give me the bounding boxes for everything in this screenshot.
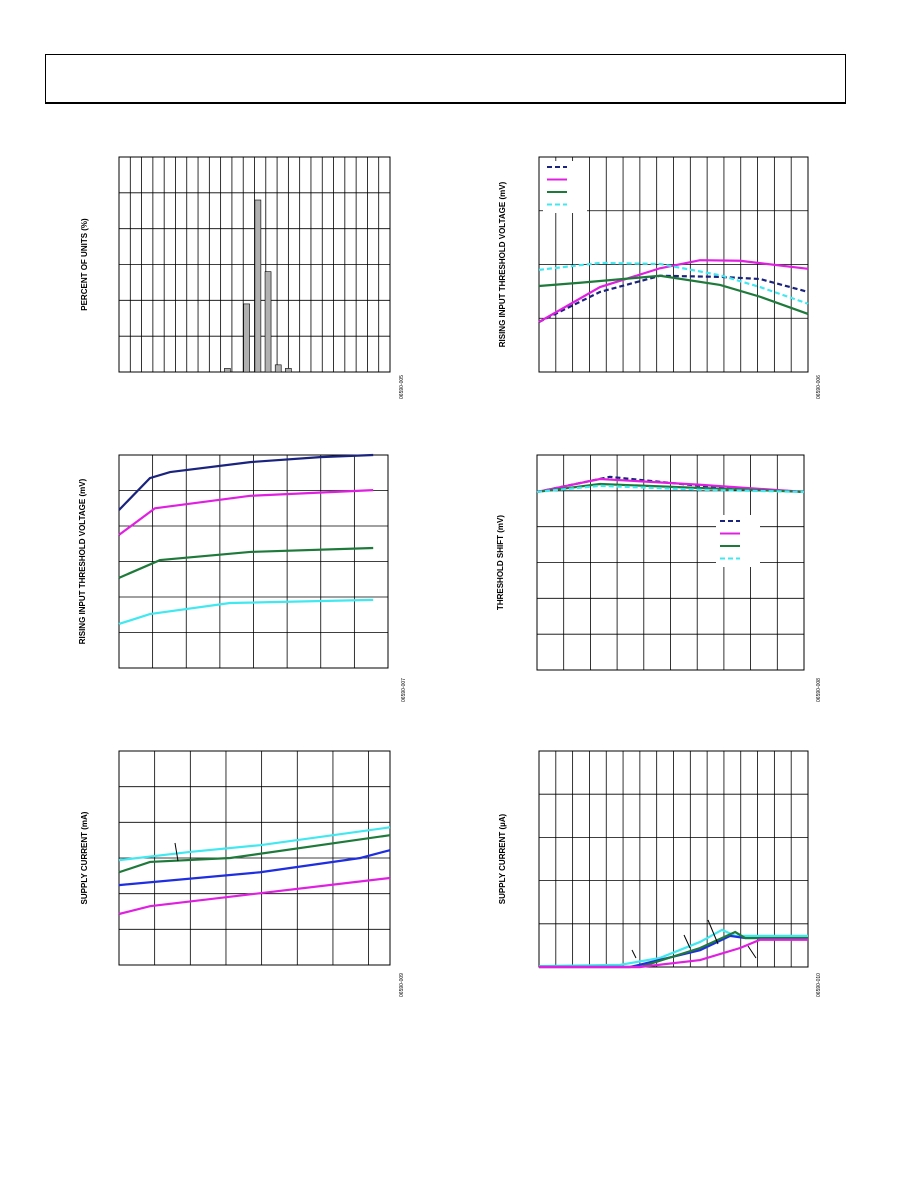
plot-frame <box>536 454 805 671</box>
plot-frame <box>118 750 391 966</box>
y-axis-label: RISING INPUT THRESHOLD VOLTAGE (mV) <box>78 478 87 644</box>
series-line <box>118 826 391 862</box>
bar <box>264 271 272 373</box>
figure-code: 06590-005 <box>399 375 405 399</box>
chart: PERCENT OF UNITS (%) 06590-005 <box>80 156 405 399</box>
series-line <box>118 453 374 511</box>
bar <box>224 368 231 373</box>
y-axis-label: PERCENT OF UNITS (%) <box>80 218 89 311</box>
series-line <box>118 834 391 874</box>
chart: RISING INPUT THRESHOLD VOLTAGE (mV) 06590… <box>498 156 822 399</box>
plot-frame <box>538 750 809 968</box>
series-line <box>538 259 809 323</box>
y-axis-label: RISING INPUT THRESHOLD VOLTAGE (mV) <box>498 181 507 347</box>
figure-code: 06590-006 <box>816 375 822 399</box>
charts: PERCENT OF UNITS (%) 06590-005 RISING INPU… <box>78 156 822 997</box>
bar <box>274 364 282 373</box>
chart: THRESHOLD SHIFT (mV) 06590-008 <box>496 454 822 702</box>
series-line <box>536 482 805 494</box>
series-line <box>118 598 374 626</box>
series-line <box>536 484 805 494</box>
chart: SUPPLY CURRENT (mA) 06590-009 <box>80 750 405 997</box>
plot-frame <box>118 156 391 373</box>
plot-frame <box>538 156 809 373</box>
chart: SUPPLY CURRENT (µA) 06590-010 <box>498 750 822 997</box>
y-axis-label: THRESHOLD SHIFT (mV) <box>496 515 505 610</box>
series-line <box>539 938 808 969</box>
figure-code: 06590-008 <box>816 678 822 702</box>
series-line <box>538 274 809 323</box>
y-axis-label: SUPPLY CURRENT (µA) <box>498 813 507 904</box>
series-line <box>118 489 374 536</box>
series-line <box>536 477 805 494</box>
bar <box>254 199 262 373</box>
series-line <box>538 261 809 305</box>
series-line <box>118 876 391 916</box>
figure-code: 06590-007 <box>401 678 407 702</box>
series-line <box>118 849 391 887</box>
plot-frame <box>118 454 389 669</box>
figure-code: 06590-010 <box>816 973 822 997</box>
bar <box>285 368 292 373</box>
bar <box>243 303 250 373</box>
y-axis-label: SUPPLY CURRENT (mA) <box>80 811 89 904</box>
figure-code: 06590-009 <box>399 973 405 997</box>
arrows <box>174 842 757 959</box>
header-box <box>45 54 846 103</box>
chart: RISING INPUT THRESHOLD VOLTAGE (mV) 06590… <box>78 453 407 702</box>
series-line <box>118 546 374 579</box>
series-line <box>538 274 809 315</box>
